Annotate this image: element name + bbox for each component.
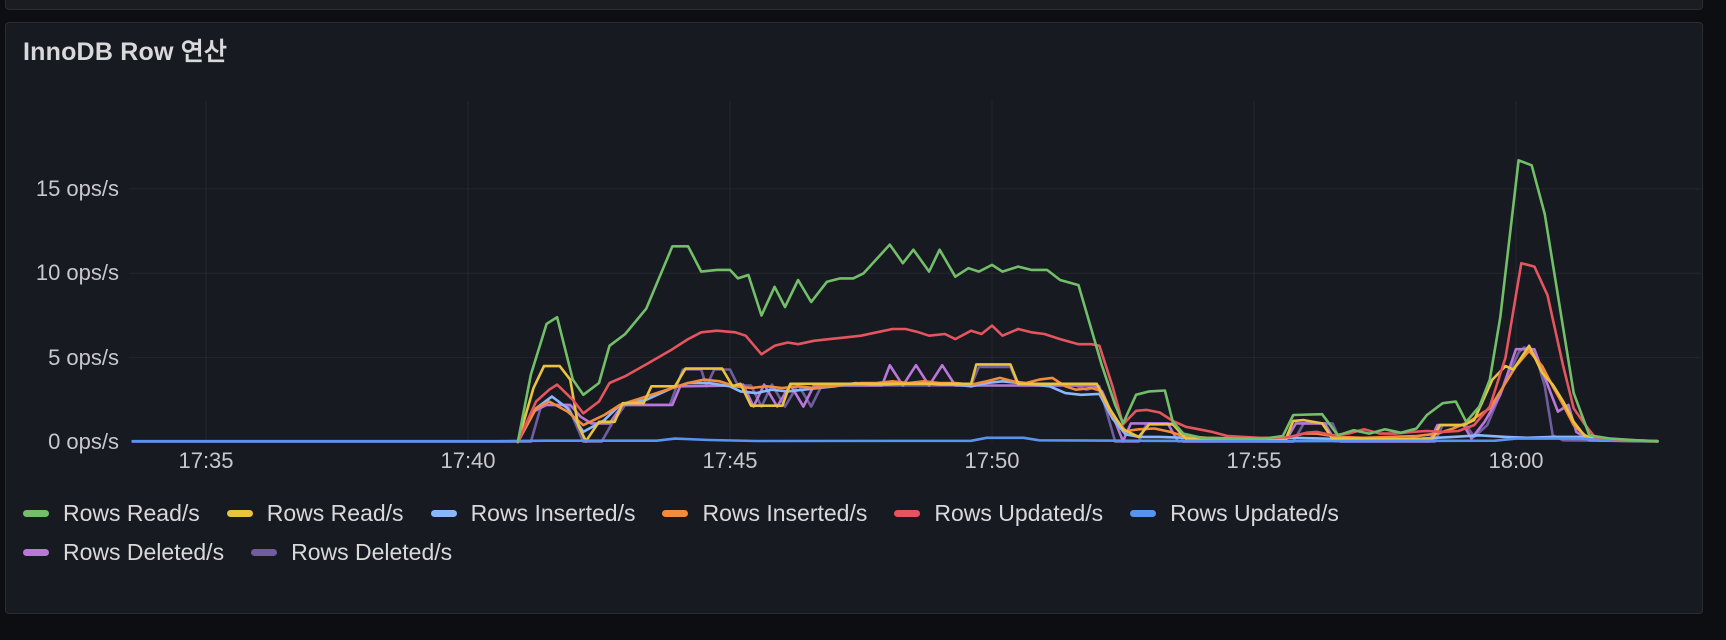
- panel-title[interactable]: InnoDB Row 연산: [23, 38, 228, 66]
- legend-label[interactable]: Rows Read/s: [266, 500, 404, 526]
- legend-swatch-icon[interactable]: [226, 510, 253, 517]
- legend-label[interactable]: Rows Updated/s: [934, 500, 1104, 526]
- y-tick-label: 10 ops/s: [35, 260, 119, 286]
- series-line-7-rows-deleted-s: [131, 346, 1659, 444]
- x-tick-label: 17:45: [702, 448, 758, 473]
- legend-swatch-icon[interactable]: [251, 549, 278, 556]
- legend-label[interactable]: Rows Deleted/s: [63, 539, 225, 565]
- legend-label[interactable]: Rows Inserted/s: [470, 500, 636, 526]
- x-tick-label: 18:00: [1488, 448, 1544, 473]
- legend-item-4[interactable]: Rows Updated/s: [894, 500, 1103, 527]
- legend: Rows Read/s Rows Read/s Rows Inserted/s Row…: [23, 500, 1366, 578]
- timeseries-plot-canvas[interactable]: [129, 101, 1701, 444]
- adjacent-panel-bottom-edge: [5, 0, 1703, 10]
- legend-label[interactable]: Rows Updated/s: [1170, 500, 1339, 526]
- legend-item-0[interactable]: Rows Read/s: [23, 500, 200, 527]
- legend-label[interactable]: Rows Deleted/s: [291, 539, 453, 565]
- legend-row: Rows Read/s Rows Read/s Rows Inserted/s Row…: [23, 500, 1366, 527]
- legend-swatch-icon[interactable]: [894, 510, 921, 517]
- legend-item-6[interactable]: Rows Deleted/s: [23, 539, 224, 566]
- legend-swatch-icon[interactable]: [662, 510, 689, 517]
- panel-innodb-row-operations: InnoDB Row 연산 0 ops/s 5 ops/s 10 ops/s 15 o…: [5, 22, 1703, 614]
- legend-item-3[interactable]: Rows Inserted/s: [662, 500, 867, 527]
- series-line-0-rows-read-s: [516, 158, 1659, 444]
- legend-item-5[interactable]: Rows Updated/s: [1130, 500, 1339, 527]
- x-tick-label: 17:55: [1226, 448, 1282, 473]
- legend-swatch-icon[interactable]: [1130, 510, 1157, 517]
- series-line-1-rows-read-s: [516, 344, 1659, 444]
- series-line-6-rows-deleted-s: [516, 347, 1659, 444]
- legend-label[interactable]: Rows Read/s: [63, 500, 200, 526]
- series-line-4-rows-updated-s: [516, 261, 1659, 444]
- legend-swatch-icon[interactable]: [23, 549, 49, 556]
- legend-item-7[interactable]: Rows Deleted/s: [251, 539, 452, 566]
- x-tick-label: 17:35: [178, 448, 234, 473]
- y-tick-label: 0 ops/s: [48, 429, 119, 454]
- legend-item-1[interactable]: Rows Read/s: [226, 500, 404, 527]
- legend-label[interactable]: Rows Inserted/s: [702, 500, 868, 526]
- legend-item-2[interactable]: Rows Inserted/s: [430, 500, 636, 527]
- legend-swatch-icon[interactable]: [430, 510, 457, 517]
- series-line-5-rows-updated-s: [131, 436, 1659, 443]
- y-tick-label: 15 ops/s: [35, 175, 119, 201]
- series-line-3-rows-inserted-s: [516, 349, 1659, 444]
- x-tick-label: 17:50: [964, 448, 1020, 473]
- legend-row: Rows Deleted/s Rows Deleted/s: [23, 539, 1366, 566]
- legend-swatch-icon[interactable]: [23, 510, 49, 517]
- x-tick-label: 17:40: [440, 448, 496, 473]
- y-tick-label: 5 ops/s: [48, 344, 119, 370]
